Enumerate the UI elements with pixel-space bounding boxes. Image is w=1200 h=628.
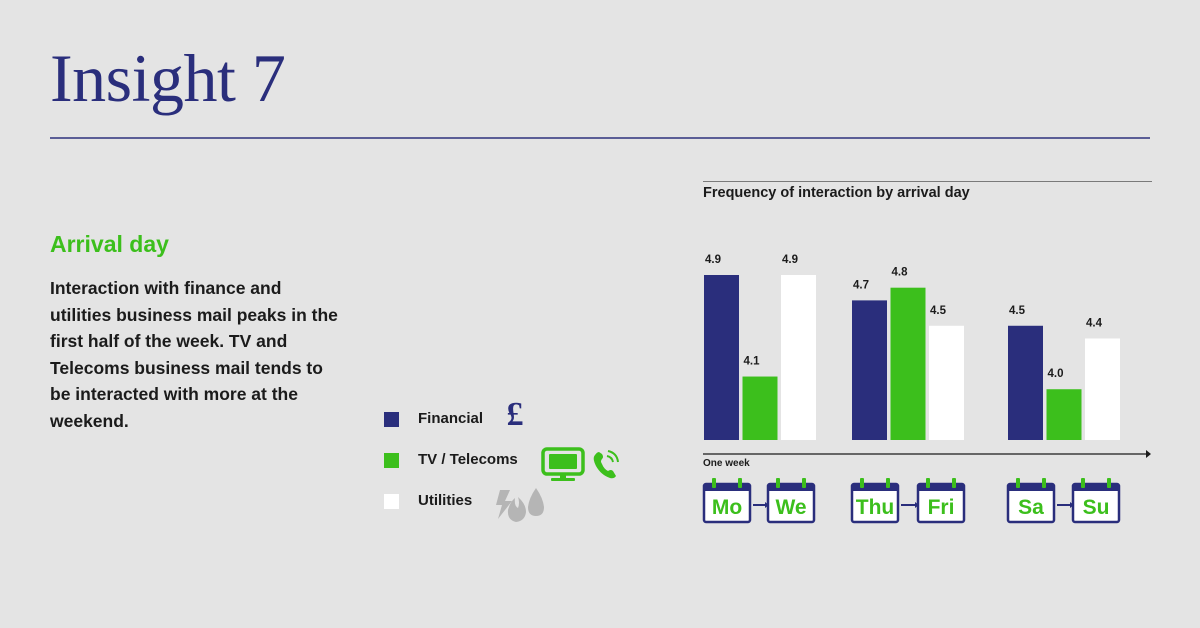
- utilities-icon: [496, 488, 544, 522]
- bar-label-tv-telecoms-2: 4.8: [892, 267, 909, 279]
- bar-label-financial-3: 4.5: [1009, 305, 1026, 317]
- bar-labels-layer: 4.9 4.7 4.5 4.1 4.8 4.0 4.9 4.5 4.4: [705, 254, 1103, 380]
- bar-label-utilities-1: 4.9: [782, 254, 798, 266]
- legend-swatch-financial: [384, 412, 399, 427]
- pound-icon: £: [507, 396, 524, 433]
- calendar-mo-icon: Mo: [702, 478, 752, 524]
- calendar-su-icon-label: Su: [1083, 496, 1110, 519]
- title-divider: [50, 137, 1150, 139]
- bar-tv-telecoms-1: [742, 376, 778, 440]
- bar-utilities-2: [929, 325, 964, 440]
- phone-icon: [593, 450, 619, 479]
- calendar-thu-icon-label: Thu: [856, 496, 894, 519]
- legend-label-tv-telecoms: TV / Telecoms: [418, 451, 518, 468]
- chart-title: Frequency of interaction by arrival day: [703, 185, 970, 201]
- bar-label-utilities-2: 4.5: [930, 305, 947, 317]
- bar-financial-1: [704, 275, 739, 440]
- bar-label-financial-1: 4.9: [705, 254, 721, 266]
- calendar-sa-icon: Sa: [1006, 478, 1056, 524]
- legend-label-utilities: Utilities: [418, 492, 473, 509]
- legend-swatch-tv-telecoms: [384, 453, 399, 468]
- range-arrow-icon: [1057, 502, 1074, 508]
- calendar-su-icon: Su: [1071, 478, 1121, 524]
- chart-title-rule: [703, 181, 1152, 182]
- svg-text:£: £: [507, 396, 524, 433]
- calendar-fri-icon: Fri: [916, 478, 966, 524]
- bars-layer: [704, 275, 1120, 440]
- calendar-thu-icon: Thu: [850, 478, 900, 524]
- bar-tv-telecoms-2: [890, 287, 926, 440]
- range-arrow-icon: [753, 502, 769, 508]
- tv-icon: [541, 447, 585, 481]
- bar-financial-3: [1008, 325, 1043, 440]
- calendar-sa-icon-label: Sa: [1018, 496, 1044, 519]
- legend-swatch-utilities: [384, 494, 399, 509]
- bar-label-tv-telecoms-3: 4.0: [1048, 368, 1064, 380]
- range-arrow-icon: [901, 502, 919, 508]
- bar-label-utilities-3: 4.4: [1086, 317, 1103, 329]
- legend-label-financial: Financial: [418, 410, 484, 427]
- calendar-we-icon: We: [766, 478, 816, 524]
- week-axis-label: One week: [703, 458, 750, 469]
- bar-utilities-1: [781, 275, 816, 440]
- page-title: Insight 7: [50, 40, 286, 116]
- bar-label-financial-2: 4.7: [853, 279, 869, 291]
- bar-financial-2: [852, 300, 887, 440]
- calendar-mo-icon-label: Mo: [712, 496, 742, 519]
- bar-utilities-3: [1085, 338, 1120, 440]
- calendar-we-icon-label: We: [775, 496, 806, 519]
- bar-tv-telecoms-3: [1046, 389, 1082, 440]
- calendar-layer: Mo We Thu Fri Sa Su: [702, 478, 1121, 524]
- bar-label-tv-telecoms-1: 4.1: [744, 356, 761, 368]
- section-heading: Arrival day: [50, 231, 169, 257]
- body-text: Interaction with finance and utilities b…: [50, 278, 338, 431]
- calendar-fri-icon-label: Fri: [928, 496, 955, 519]
- week-axis-arrow: [1146, 450, 1151, 458]
